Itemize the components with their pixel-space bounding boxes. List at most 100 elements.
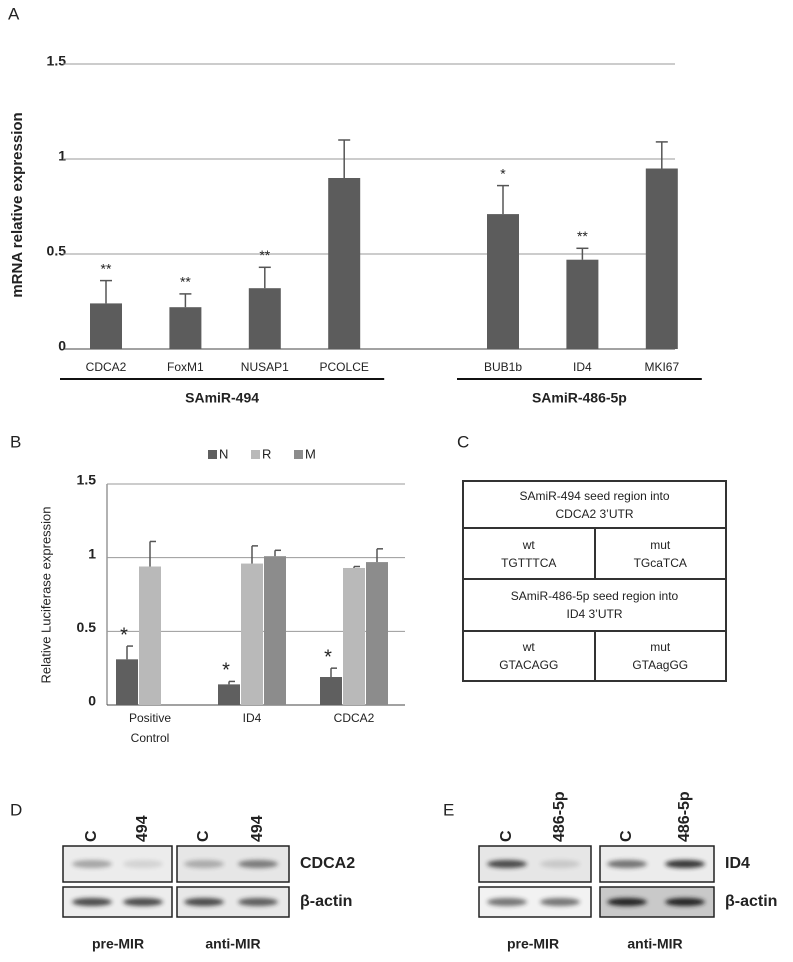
significance: ** [259,247,270,263]
lane-label: 494 [134,815,151,842]
cell-line: CDCA2 3’UTR [555,506,634,521]
lane-label: 494 [249,815,266,842]
error-bar [258,266,271,289]
condition-label: anti-MIR [205,936,260,952]
cell-line: mut [650,537,671,552]
lane-label: C [195,830,212,842]
y-axis-title: mRNA relative expression [9,112,26,297]
cell-line: GTAagGG [632,658,689,672]
bar [328,178,361,349]
error-bar [179,293,192,308]
cell-line: SAmiR-494 seed region into [519,488,670,503]
error-bar [353,565,360,568]
seed-table: SAmiR-494 seed region into CDCA2 3’UTR wt T… [462,480,727,682]
error-bar [497,184,509,215]
x-tick-label: PCOLCE [320,360,369,374]
legend-swatch [294,450,303,459]
bar [645,168,678,349]
x-tick-label: MKI67 [644,360,679,374]
blot-band [540,898,580,906]
y-tick-label: 0.5 [77,619,97,635]
protein-label: CDCA2 [300,855,355,872]
bar [248,288,281,349]
cell: wt TGTTTCA [462,527,596,580]
blot-band [665,860,705,868]
bar [116,659,138,705]
significance: ** [180,274,191,290]
cell-line: mut [650,640,671,654]
table-row: wt GTACAGG mut GTAagGG [462,630,727,682]
x-tick-label: CDCA2 [86,360,127,374]
x-tick-label: ID4 [242,711,262,725]
lane-label: C [618,830,635,842]
blot-band [123,860,163,868]
significance: ** [577,228,588,244]
legend-swatch [208,450,217,459]
panel-letter: C [457,432,469,451]
cell-line: TGcaTCA [633,555,687,570]
bar [139,566,161,705]
protein-label: β-actin [725,893,777,910]
cell-line: TGTTTCA [501,555,557,570]
blot-band [72,898,112,906]
error-bar [655,141,668,169]
error-bar [149,540,156,567]
x-tick-label: BUB1b [484,360,522,374]
blot-band [487,860,527,868]
error-bar [376,548,383,563]
x-tick-label: ID4 [573,360,592,374]
header-cell: SAmiR-494 seed region into CDCA2 3’UTR [462,480,727,529]
panel-letter: B [10,432,21,451]
bar [241,563,263,705]
y-tick-label: 0 [88,693,96,709]
lane-label: C [498,830,515,842]
cell-line: wt [522,640,535,654]
bar [169,307,202,349]
y-tick-label: 1 [58,148,66,164]
y-tick-label: 0.5 [47,243,67,259]
panel-letter: D [10,800,22,819]
protein-label: β-actin [300,893,352,910]
bar [90,303,122,349]
cell-line: wt [522,537,535,552]
y-tick-label: 1 [88,545,96,561]
blot-band [123,898,163,906]
error-bar [576,247,589,260]
condition-label: pre-MIR [507,936,559,952]
error-bar [330,667,337,678]
blot-band [184,898,224,906]
y-tick-label: 1.5 [77,472,97,488]
group-label: SAmiR-486-5p [532,390,627,406]
significance: * [500,165,506,181]
lane-label: 486-5p [676,791,693,842]
cell: mut TGcaTCA [593,527,727,580]
x-tick-label: Positive Control [128,711,172,745]
blot-band [607,898,647,906]
bar [343,567,365,705]
legend-label: R [262,446,271,461]
y-tick-label: 1.5 [47,53,67,69]
legend-label: N [219,446,228,461]
bar [366,562,388,705]
legend-label: M [305,446,316,461]
cell-line: GTACAGG [499,658,559,672]
group-label: SAmiR-494 [185,390,259,406]
blot-band [607,860,647,868]
panel-letter: A [8,4,20,23]
blot-band [72,860,112,868]
error-bar [251,545,258,564]
significance: * [324,646,332,668]
x-tick-label: NUSAP1 [241,360,289,374]
blot-band [238,860,278,868]
bar [566,259,599,349]
cell: mut GTAagGG [593,630,727,682]
error-bar [274,549,281,557]
blot-band [238,898,278,906]
blot-band [184,860,224,868]
significance: ** [101,260,112,276]
table-row: SAmiR-494 seed region into CDCA2 3’UTR [462,480,727,529]
lane-label: C [83,830,100,842]
header-cell: SAmiR-486-5p seed region into ID4 3’UTR [462,578,727,632]
cell: wt GTACAGG [462,630,596,682]
